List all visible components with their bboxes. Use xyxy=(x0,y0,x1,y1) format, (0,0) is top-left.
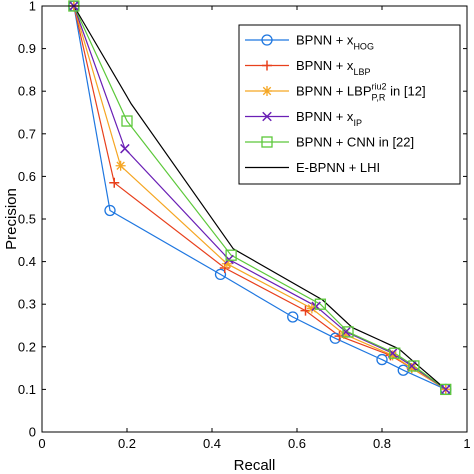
series-2-point xyxy=(219,262,230,273)
axis-ticks xyxy=(41,5,468,433)
series-3-point xyxy=(406,363,417,374)
plot-marker-layer xyxy=(68,0,452,396)
series-1-point xyxy=(287,311,299,323)
x-axis-title: Recall xyxy=(234,457,276,474)
x-tick-label: 0.8 xyxy=(373,436,391,451)
series-5-point xyxy=(440,383,452,396)
axis-tick-labels: 0 0.2 0.4 0.6 0.8 1 0 0.1 0.2 0.3 0.4 0.5 0.6 0.7 0.8 0… xyxy=(18,0,471,451)
legend-item-3: BPNN + LBPriu2 P,R in [12] xyxy=(245,82,426,103)
legend-label: BPNN + LBPriu2 P,R in [12] xyxy=(296,82,426,103)
legend: BPNN + xHOG BPNN + xLBP BPNN + LBPriu2 P,R … xyxy=(238,24,461,185)
series-1-line xyxy=(73,5,447,390)
y-tick-label: 0.3 xyxy=(18,297,36,312)
legend-label: BPNN + CNN in [22] xyxy=(296,135,414,150)
plot-series-layer xyxy=(73,5,447,390)
y-tick-label: 0.8 xyxy=(18,84,36,99)
series-5-point xyxy=(389,347,401,359)
series-5-point xyxy=(342,326,354,338)
y-tick-label: 1 xyxy=(29,0,36,14)
y-tick-label: 0.2 xyxy=(18,339,36,354)
x-tick-label: 1 xyxy=(463,436,470,451)
series-1-point xyxy=(376,353,388,366)
legend-label: BPNN + xHOG xyxy=(296,33,374,52)
legend-swatch-marker xyxy=(262,60,272,71)
series-5-point xyxy=(225,249,237,261)
x-tick-label: 0.4 xyxy=(203,436,221,451)
series-1-point xyxy=(214,268,227,281)
legend-item-5: BPNN + CNN in [22] xyxy=(245,135,414,150)
y-tick-label: 0.4 xyxy=(18,254,36,269)
y-tick-label: 0.1 xyxy=(18,382,36,397)
legend-swatch-marker xyxy=(262,86,272,96)
series-5-line xyxy=(73,5,447,390)
series-5-point xyxy=(408,360,420,372)
series-3-point xyxy=(115,160,126,171)
y-tick-label: 0.6 xyxy=(18,169,36,184)
legend-label: BPNN + xLBP xyxy=(296,58,370,77)
legend-item-6: E-BPNN + LHI xyxy=(245,160,380,175)
legend-label: BPNN + xIP xyxy=(296,109,362,128)
legend-box xyxy=(238,24,461,185)
series-4-point xyxy=(120,143,130,154)
y-tick-label: 0 xyxy=(29,425,36,440)
legend-swatch-marker xyxy=(261,34,273,46)
legend-item-2: BPNN + xLBP xyxy=(245,58,370,77)
series-3-point xyxy=(387,350,398,361)
y-tick-label: 0.9 xyxy=(18,41,36,56)
x-tick-label: 0 xyxy=(38,436,45,451)
series-3-point xyxy=(306,303,317,314)
x-tick-label: 0.2 xyxy=(118,436,136,451)
series-5-point xyxy=(121,115,133,127)
legend-label: E-BPNN + LHI xyxy=(296,160,380,175)
y-tick-label: 0.7 xyxy=(18,126,36,141)
series-5-point xyxy=(314,298,327,310)
series-4-point xyxy=(440,384,451,395)
legend-swatch-marker xyxy=(262,111,272,122)
x-tick-label: 0.6 xyxy=(288,436,306,451)
legend-swatch-marker xyxy=(261,136,273,148)
y-axis-title: Precision xyxy=(3,188,20,250)
legend-item-4: BPNN + xIP xyxy=(245,109,362,128)
y-tick-label: 0.5 xyxy=(18,212,36,227)
series-3-point xyxy=(221,258,232,269)
legend-item-1: BPNN + xHOG xyxy=(245,33,374,52)
series-2-point xyxy=(109,177,120,188)
series-1-point xyxy=(104,204,116,217)
